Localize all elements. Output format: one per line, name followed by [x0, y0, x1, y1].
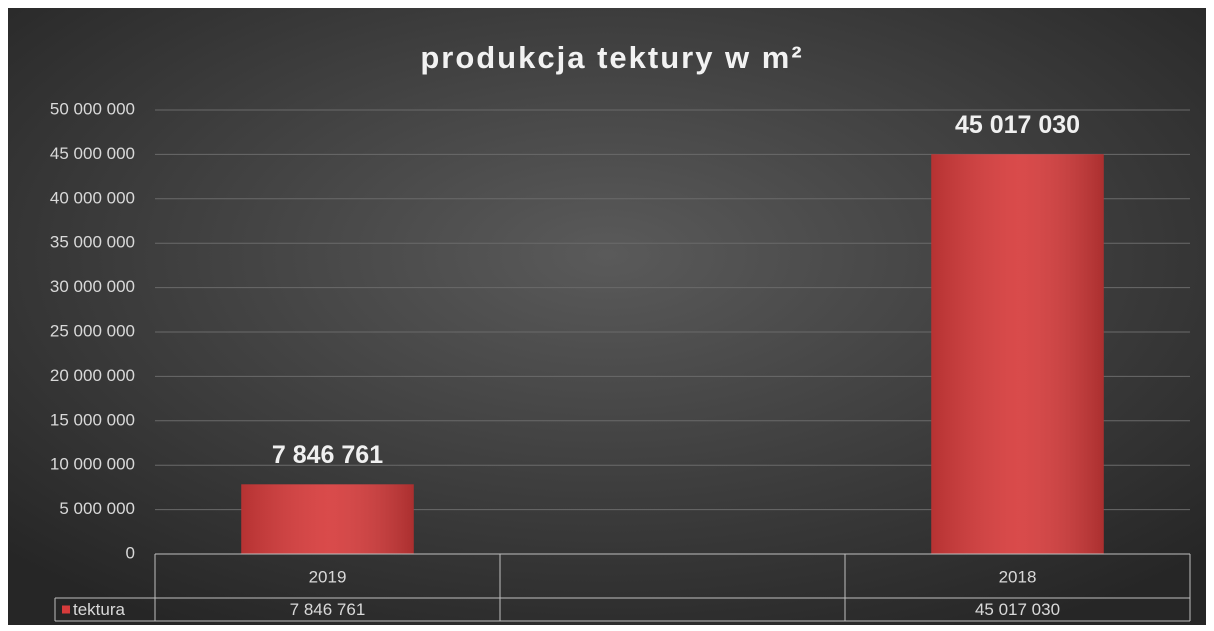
data-label: 7 846 761: [272, 441, 383, 469]
y-tick-label: 50 000 000: [50, 99, 135, 118]
chart-title: produkcja tektury w m²: [420, 40, 803, 75]
y-tick-label: 40 000 000: [50, 188, 135, 207]
y-tick-label: 35 000 000: [50, 233, 135, 252]
x-tick-label: 2018: [999, 567, 1037, 586]
y-tick-label: 5 000 000: [59, 499, 135, 518]
legend-label: tektura: [73, 600, 126, 619]
y-tick-label: 45 000 000: [50, 144, 135, 163]
data-label: 45 017 030: [955, 111, 1080, 139]
y-tick-label: 10 000 000: [50, 455, 135, 474]
table-value: 45 017 030: [975, 600, 1060, 619]
y-tick-label: 15 000 000: [50, 410, 135, 429]
x-tick-label: 2019: [309, 567, 347, 586]
bar-shade: [931, 154, 1104, 554]
table-value: 7 846 761: [290, 600, 366, 619]
y-tick-label: 0: [126, 543, 135, 562]
y-tick-label: 30 000 000: [50, 277, 135, 296]
legend-key: [62, 605, 70, 614]
y-tick-label: 20 000 000: [50, 366, 135, 385]
y-tick-label: 25 000 000: [50, 321, 135, 340]
bar-shade: [241, 484, 414, 554]
